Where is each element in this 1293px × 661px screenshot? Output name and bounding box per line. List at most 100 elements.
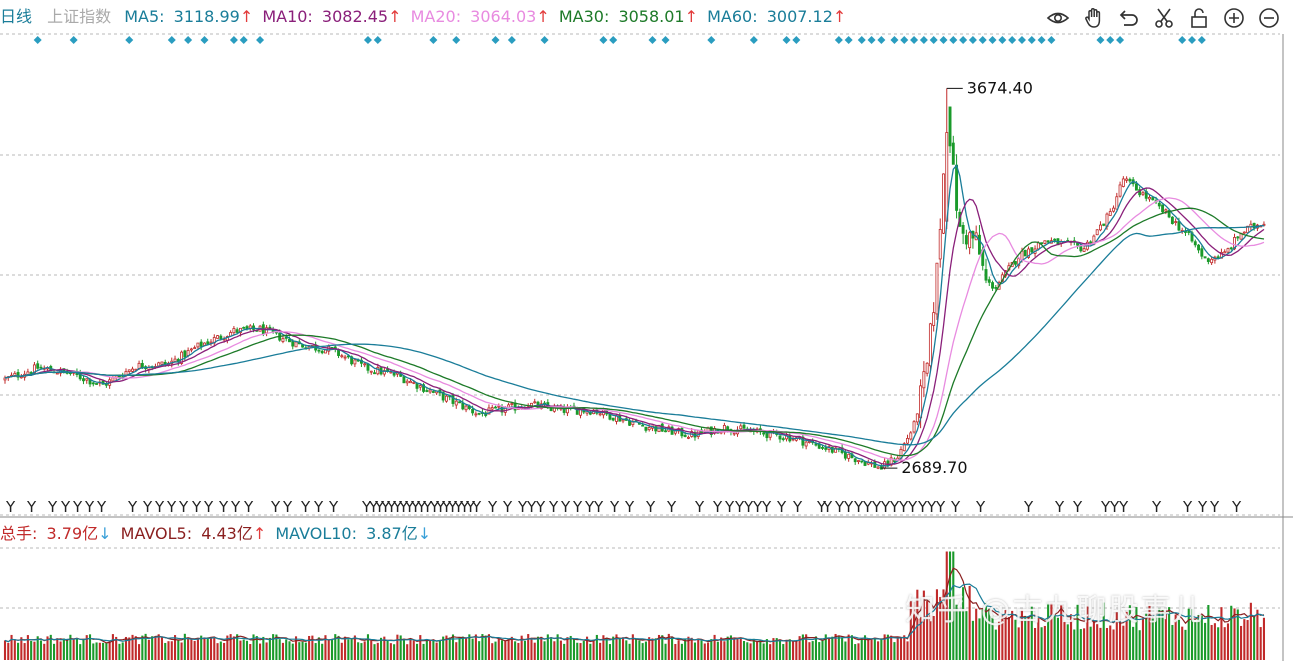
candle-body: [683, 434, 687, 437]
volume-bar: [422, 643, 425, 660]
total-volume-label: 总手:: [0, 524, 38, 543]
volume-bar: [765, 639, 768, 660]
volume-bar: [33, 641, 36, 660]
period-label[interactable]: 日线: [0, 7, 33, 26]
volume-bar: [1138, 630, 1141, 660]
volume-bar: [183, 633, 186, 660]
candle-body: [955, 164, 959, 211]
volume-bar: [543, 641, 546, 660]
volume-bar: [448, 637, 451, 660]
candle-body: [55, 372, 59, 375]
candle-body: [1141, 192, 1145, 195]
candle-body: [82, 378, 85, 382]
volume-bar: [209, 637, 213, 660]
volume-bar: [7, 642, 10, 660]
volume-bar: [66, 640, 69, 660]
candle-body: [742, 424, 746, 429]
candle-body: [85, 378, 89, 381]
ma20-label: MA20:: [410, 7, 462, 26]
volume-bar: [860, 638, 863, 660]
undo-icon[interactable]: [1117, 6, 1141, 30]
volume-bar: [785, 641, 788, 660]
volume-bar: [837, 636, 840, 660]
candle-body: [350, 356, 354, 365]
volume-bar: [144, 633, 147, 660]
volume-bar: [232, 636, 235, 660]
mavol5-label: MAVOL5:: [120, 524, 193, 543]
volume-bar: [173, 635, 177, 660]
volume-bar: [82, 639, 85, 660]
signal-diamond: [929, 36, 938, 44]
candle-body: [363, 363, 367, 366]
volume-bar: [1017, 627, 1020, 660]
scissors-icon[interactable]: [1152, 6, 1176, 30]
lock-icon[interactable]: [1187, 6, 1211, 30]
volume-bar: [932, 616, 935, 660]
volume-bar: [484, 635, 487, 660]
candle-body: [801, 436, 805, 446]
volume-bar: [1020, 609, 1024, 660]
candle-body: [664, 430, 667, 433]
candle-body: [464, 405, 468, 411]
candle-body: [32, 364, 36, 374]
volume-bar: [1092, 620, 1095, 660]
zoom-out-icon[interactable]: [1257, 6, 1281, 30]
signal-diamond: [363, 36, 372, 44]
volume-bar: [308, 635, 311, 660]
eye-icon[interactable]: [1046, 6, 1070, 30]
volume-bar: [955, 604, 958, 660]
candle-body: [915, 413, 919, 423]
volume-bar: [386, 640, 389, 660]
index-name: 上证指数: [47, 7, 112, 26]
y-marker: Y: [548, 498, 559, 516]
candle-body: [1082, 248, 1086, 252]
volume-bar: [435, 642, 438, 660]
candle-body: [1112, 207, 1115, 212]
candle-body: [762, 432, 766, 435]
volume-bar: [203, 637, 206, 660]
hand-icon[interactable]: [1082, 6, 1106, 30]
volume-bar: [1096, 624, 1099, 660]
candle-body: [932, 312, 936, 326]
volume-bar: [1047, 602, 1050, 660]
volume-bar: [1204, 622, 1207, 660]
candle-body: [886, 460, 890, 466]
y-marker: Y: [447, 498, 458, 516]
volume-bar: [1151, 618, 1154, 660]
volume-bar: [56, 638, 59, 660]
chart-toolbar: [1040, 6, 1281, 30]
volume-bar: [1223, 627, 1226, 660]
candle-body: [232, 328, 236, 334]
volume-bar: [697, 638, 700, 660]
candle-body: [1187, 231, 1191, 233]
signal-diamond: [429, 36, 438, 44]
volume-bar: [72, 639, 75, 660]
volume-bar: [1240, 625, 1243, 660]
volume-bar: [92, 643, 95, 660]
signal-diamond: [900, 36, 909, 44]
volume-bar: [190, 639, 193, 660]
y-marker: Y: [776, 498, 787, 516]
volume-bar: [88, 634, 92, 660]
y-marker: Y: [154, 498, 165, 516]
candle-body: [1151, 197, 1155, 201]
candle-body: [245, 326, 249, 330]
volume-bar: [1011, 610, 1014, 660]
candle-body: [510, 403, 514, 405]
volume-bar: [1135, 607, 1138, 660]
candle-body: [641, 424, 645, 427]
volume-bar: [118, 643, 121, 660]
volume-bar: [520, 635, 523, 660]
volume-bar: [716, 641, 719, 660]
volume-bar: [216, 643, 219, 660]
volume-bar: [710, 639, 713, 660]
y-marker: Y: [203, 498, 214, 516]
zoom-in-icon[interactable]: [1222, 6, 1246, 30]
signal-diamond: [229, 36, 238, 44]
volume-bar: [226, 635, 229, 660]
volume-bar: [1194, 621, 1197, 660]
volume-bar: [1053, 613, 1056, 660]
volume-bar: [360, 643, 363, 660]
candle-body: [1046, 240, 1050, 243]
